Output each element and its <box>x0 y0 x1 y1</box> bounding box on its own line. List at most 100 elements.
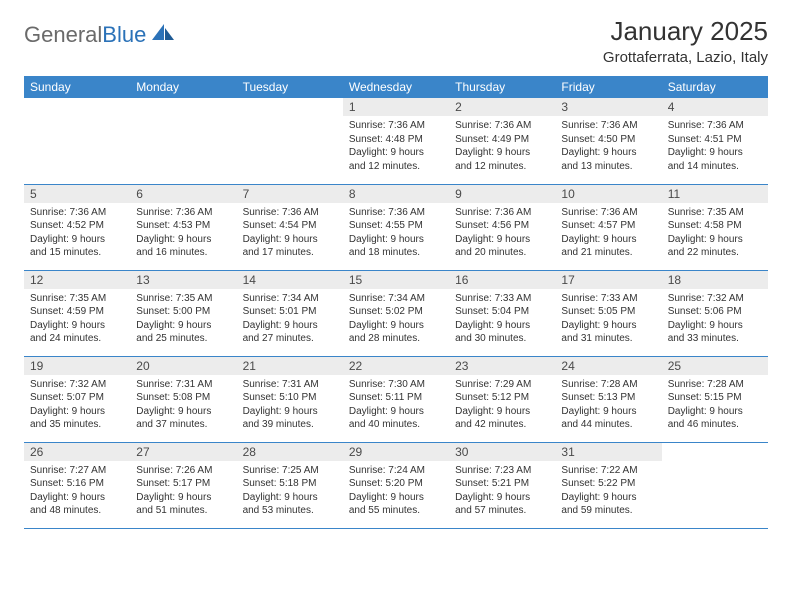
calendar-cell: 19Sunrise: 7:32 AMSunset: 5:07 PMDayligh… <box>24 356 130 442</box>
day-number: 1 <box>343 98 449 116</box>
day-number: 4 <box>662 98 768 116</box>
day-details: Sunrise: 7:24 AMSunset: 5:20 PMDaylight:… <box>343 461 449 522</box>
day-details: Sunrise: 7:35 AMSunset: 4:58 PMDaylight:… <box>662 203 768 264</box>
day-details: Sunrise: 7:33 AMSunset: 5:05 PMDaylight:… <box>555 289 661 350</box>
calendar-cell: 16Sunrise: 7:33 AMSunset: 5:04 PMDayligh… <box>449 270 555 356</box>
day-number: 19 <box>24 357 130 375</box>
calendar-cell: 2Sunrise: 7:36 AMSunset: 4:49 PMDaylight… <box>449 98 555 184</box>
calendar-cell: 29Sunrise: 7:24 AMSunset: 5:20 PMDayligh… <box>343 442 449 528</box>
calendar-cell: 10Sunrise: 7:36 AMSunset: 4:57 PMDayligh… <box>555 184 661 270</box>
day-details: Sunrise: 7:32 AMSunset: 5:06 PMDaylight:… <box>662 289 768 350</box>
day-number: 20 <box>130 357 236 375</box>
location: Grottaferrata, Lazio, Italy <box>603 49 768 66</box>
day-number: 12 <box>24 271 130 289</box>
day-number: 10 <box>555 185 661 203</box>
calendar-cell: 26Sunrise: 7:27 AMSunset: 5:16 PMDayligh… <box>24 442 130 528</box>
day-number: 27 <box>130 443 236 461</box>
day-number: 15 <box>343 271 449 289</box>
calendar-cell: 4Sunrise: 7:36 AMSunset: 4:51 PMDaylight… <box>662 98 768 184</box>
weekday-row: SundayMondayTuesdayWednesdayThursdayFrid… <box>24 76 768 98</box>
day-details: Sunrise: 7:22 AMSunset: 5:22 PMDaylight:… <box>555 461 661 522</box>
calendar-cell: 14Sunrise: 7:34 AMSunset: 5:01 PMDayligh… <box>237 270 343 356</box>
calendar-cell: 31Sunrise: 7:22 AMSunset: 5:22 PMDayligh… <box>555 442 661 528</box>
weekday-header: Saturday <box>662 76 768 98</box>
day-details: Sunrise: 7:31 AMSunset: 5:10 PMDaylight:… <box>237 375 343 436</box>
day-details: Sunrise: 7:36 AMSunset: 4:48 PMDaylight:… <box>343 116 449 177</box>
calendar-cell: 27Sunrise: 7:26 AMSunset: 5:17 PMDayligh… <box>130 442 236 528</box>
calendar-cell: 9Sunrise: 7:36 AMSunset: 4:56 PMDaylight… <box>449 184 555 270</box>
header: GeneralBlue January 2025 Grottaferrata, … <box>24 16 768 66</box>
calendar-cell-empty <box>662 442 768 528</box>
brand-part1: General <box>24 22 102 48</box>
day-number: 14 <box>237 271 343 289</box>
day-details: Sunrise: 7:36 AMSunset: 4:56 PMDaylight:… <box>449 203 555 264</box>
weekday-header: Wednesday <box>343 76 449 98</box>
calendar-cell-empty <box>130 98 236 184</box>
calendar-cell: 28Sunrise: 7:25 AMSunset: 5:18 PMDayligh… <box>237 442 343 528</box>
day-details: Sunrise: 7:36 AMSunset: 4:53 PMDaylight:… <box>130 203 236 264</box>
day-number: 13 <box>130 271 236 289</box>
day-details: Sunrise: 7:26 AMSunset: 5:17 PMDaylight:… <box>130 461 236 522</box>
calendar-cell: 8Sunrise: 7:36 AMSunset: 4:55 PMDaylight… <box>343 184 449 270</box>
calendar-cell: 18Sunrise: 7:32 AMSunset: 5:06 PMDayligh… <box>662 270 768 356</box>
calendar-row: 1Sunrise: 7:36 AMSunset: 4:48 PMDaylight… <box>24 98 768 184</box>
day-details: Sunrise: 7:31 AMSunset: 5:08 PMDaylight:… <box>130 375 236 436</box>
weekday-header: Monday <box>130 76 236 98</box>
calendar-cell-empty <box>24 98 130 184</box>
calendar-body: 1Sunrise: 7:36 AMSunset: 4:48 PMDaylight… <box>24 98 768 528</box>
day-details: Sunrise: 7:36 AMSunset: 4:54 PMDaylight:… <box>237 203 343 264</box>
day-number: 16 <box>449 271 555 289</box>
day-number: 31 <box>555 443 661 461</box>
calendar-cell: 21Sunrise: 7:31 AMSunset: 5:10 PMDayligh… <box>237 356 343 442</box>
calendar-row: 26Sunrise: 7:27 AMSunset: 5:16 PMDayligh… <box>24 442 768 528</box>
calendar-table: SundayMondayTuesdayWednesdayThursdayFrid… <box>24 76 768 529</box>
weekday-header: Tuesday <box>237 76 343 98</box>
calendar-cell: 24Sunrise: 7:28 AMSunset: 5:13 PMDayligh… <box>555 356 661 442</box>
day-details: Sunrise: 7:36 AMSunset: 4:49 PMDaylight:… <box>449 116 555 177</box>
day-details: Sunrise: 7:30 AMSunset: 5:11 PMDaylight:… <box>343 375 449 436</box>
title-block: January 2025 Grottaferrata, Lazio, Italy <box>603 16 768 66</box>
day-details: Sunrise: 7:23 AMSunset: 5:21 PMDaylight:… <box>449 461 555 522</box>
day-number: 25 <box>662 357 768 375</box>
calendar-cell: 1Sunrise: 7:36 AMSunset: 4:48 PMDaylight… <box>343 98 449 184</box>
calendar-cell: 12Sunrise: 7:35 AMSunset: 4:59 PMDayligh… <box>24 270 130 356</box>
day-number: 28 <box>237 443 343 461</box>
calendar-cell-empty <box>237 98 343 184</box>
day-number: 23 <box>449 357 555 375</box>
sail-icon <box>150 22 176 48</box>
day-details: Sunrise: 7:25 AMSunset: 5:18 PMDaylight:… <box>237 461 343 522</box>
calendar-row: 12Sunrise: 7:35 AMSunset: 4:59 PMDayligh… <box>24 270 768 356</box>
calendar-row: 5Sunrise: 7:36 AMSunset: 4:52 PMDaylight… <box>24 184 768 270</box>
day-number: 8 <box>343 185 449 203</box>
calendar-cell: 7Sunrise: 7:36 AMSunset: 4:54 PMDaylight… <box>237 184 343 270</box>
calendar-cell: 11Sunrise: 7:35 AMSunset: 4:58 PMDayligh… <box>662 184 768 270</box>
weekday-header: Friday <box>555 76 661 98</box>
calendar-cell: 25Sunrise: 7:28 AMSunset: 5:15 PMDayligh… <box>662 356 768 442</box>
day-details: Sunrise: 7:36 AMSunset: 4:51 PMDaylight:… <box>662 116 768 177</box>
weekday-header: Sunday <box>24 76 130 98</box>
day-number: 24 <box>555 357 661 375</box>
day-details: Sunrise: 7:36 AMSunset: 4:52 PMDaylight:… <box>24 203 130 264</box>
calendar-cell: 17Sunrise: 7:33 AMSunset: 5:05 PMDayligh… <box>555 270 661 356</box>
day-number: 21 <box>237 357 343 375</box>
calendar-cell: 20Sunrise: 7:31 AMSunset: 5:08 PMDayligh… <box>130 356 236 442</box>
calendar-page: GeneralBlue January 2025 Grottaferrata, … <box>0 0 792 529</box>
day-details: Sunrise: 7:27 AMSunset: 5:16 PMDaylight:… <box>24 461 130 522</box>
day-number: 9 <box>449 185 555 203</box>
day-details: Sunrise: 7:29 AMSunset: 5:12 PMDaylight:… <box>449 375 555 436</box>
calendar-head: SundayMondayTuesdayWednesdayThursdayFrid… <box>24 76 768 98</box>
day-number: 11 <box>662 185 768 203</box>
day-number: 2 <box>449 98 555 116</box>
day-details: Sunrise: 7:34 AMSunset: 5:01 PMDaylight:… <box>237 289 343 350</box>
day-number: 6 <box>130 185 236 203</box>
day-number: 29 <box>343 443 449 461</box>
calendar-cell: 30Sunrise: 7:23 AMSunset: 5:21 PMDayligh… <box>449 442 555 528</box>
calendar-cell: 3Sunrise: 7:36 AMSunset: 4:50 PMDaylight… <box>555 98 661 184</box>
day-number: 7 <box>237 185 343 203</box>
day-number: 30 <box>449 443 555 461</box>
calendar-cell: 5Sunrise: 7:36 AMSunset: 4:52 PMDaylight… <box>24 184 130 270</box>
day-number: 22 <box>343 357 449 375</box>
day-number: 26 <box>24 443 130 461</box>
calendar-cell: 23Sunrise: 7:29 AMSunset: 5:12 PMDayligh… <box>449 356 555 442</box>
month-title: January 2025 <box>603 16 768 47</box>
